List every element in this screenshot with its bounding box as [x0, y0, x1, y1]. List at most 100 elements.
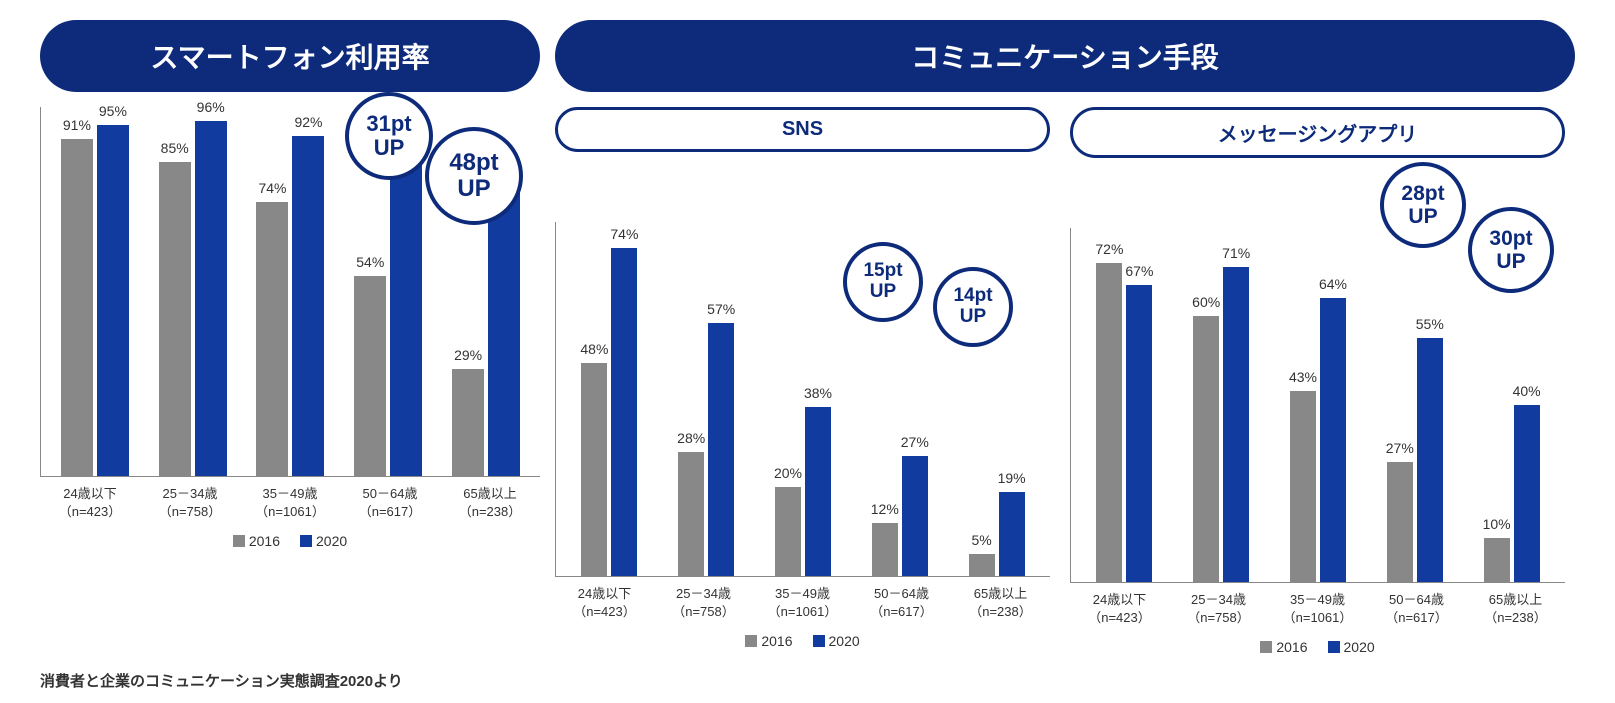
x-axis-label: 24歳以下（n=423） — [1070, 591, 1169, 627]
badge-messaging-0: 28ptUP — [1380, 162, 1466, 248]
bar-2016: 12% — [872, 523, 898, 576]
bar-value-label: 57% — [707, 301, 735, 317]
bar-value-label: 91% — [63, 117, 91, 133]
bar-value-label: 48% — [580, 341, 608, 357]
x-axis-label: 35－49歳（n=1061） — [240, 485, 340, 521]
chart-smartphone: 31ptUP 48ptUP 91% 95% 85% 96% 74% 92% — [40, 107, 540, 549]
x-axis-label: 65歳以上（n=238） — [1466, 591, 1565, 627]
bar-group: 85% 96% — [144, 121, 242, 476]
x-axis-label: 50－64歳（n=617） — [852, 585, 951, 621]
bar-group: 60% 71% — [1173, 267, 1270, 582]
bar-group: 20% 38% — [755, 407, 852, 576]
bar-2016: 28% — [678, 452, 704, 576]
x-axis-label: 24歳以下（n=423） — [40, 485, 140, 521]
bar-value-label: 74% — [258, 180, 286, 196]
bar-value-label: 60% — [1192, 294, 1220, 310]
bar-value-label: 27% — [1386, 440, 1414, 456]
bar-2016: 91% — [61, 139, 93, 476]
bar-2020: 27% — [902, 456, 928, 576]
badge-messaging-1: 30ptUP — [1468, 207, 1554, 293]
bar-2020: 92% — [292, 136, 324, 476]
legend: 2016 2020 — [40, 533, 540, 549]
chart-messaging: メッセージングアプリ 28ptUP 30ptUP 72% 67% 60% 71%… — [1070, 107, 1565, 655]
legend-2016: 2016 — [745, 633, 792, 649]
bar-value-label: 5% — [971, 532, 991, 548]
bar-2020: 74% — [611, 248, 637, 576]
bar-group: 74% 92% — [242, 136, 340, 476]
bar-value-label: 43% — [1289, 369, 1317, 385]
bar-2016: 20% — [775, 487, 801, 576]
bar-value-label: 72% — [1095, 241, 1123, 257]
bar-value-label: 67% — [1125, 263, 1153, 279]
footnote: 消費者と企業のコミュニケーション実態調査2020より — [40, 670, 403, 691]
bar-value-label: 27% — [901, 434, 929, 450]
bar-2020: 57% — [708, 323, 734, 576]
x-axis-label: 35－49歳（n=1061） — [1268, 591, 1367, 627]
bar-value-label: 71% — [1222, 245, 1250, 261]
bar-value-label: 85% — [161, 140, 189, 156]
bar-2020: 19% — [999, 492, 1025, 576]
bar-group: 43% 64% — [1270, 298, 1367, 582]
bar-2020: 71% — [1223, 267, 1249, 582]
bar-2016: 54% — [354, 276, 386, 476]
header-left: スマートフォン利用率 — [40, 20, 540, 92]
badge-smartphone-1: 48ptUP — [425, 127, 523, 225]
bar-2016: 43% — [1290, 391, 1316, 582]
x-axis-label: 25－34歳（n=758） — [140, 485, 240, 521]
bar-2020: 38% — [805, 407, 831, 576]
bar-value-label: 29% — [454, 347, 482, 363]
legend: 2016 2020 — [555, 633, 1050, 649]
bar-value-label: 19% — [998, 470, 1026, 486]
bar-group: 28% 57% — [658, 323, 755, 576]
x-axis-label: 25－34歳（n=758） — [1169, 591, 1268, 627]
legend-2020: 2020 — [300, 533, 347, 549]
bar-2020: 77% — [488, 191, 520, 476]
bar-2016: 29% — [452, 369, 484, 476]
bar-2020: 67% — [1126, 285, 1152, 582]
bar-value-label: 28% — [677, 430, 705, 446]
legend-2020: 2020 — [813, 633, 860, 649]
badge-sns-1: 14ptUP — [933, 267, 1013, 347]
x-axis-label: 24歳以下（n=423） — [555, 585, 654, 621]
bar-value-label: 12% — [871, 501, 899, 517]
legend-2016: 2016 — [1260, 639, 1307, 655]
legend: 2016 2020 — [1070, 639, 1565, 655]
bar-2020: 55% — [1417, 338, 1443, 582]
subheader-messaging: メッセージングアプリ — [1070, 107, 1565, 158]
bar-group: 91% 95% — [46, 125, 144, 477]
badge-sns-0: 15ptUP — [843, 242, 923, 322]
bar-2020: 40% — [1514, 405, 1540, 583]
bar-value-label: 10% — [1483, 516, 1511, 532]
bar-2016: 60% — [1193, 316, 1219, 582]
x-axis-label: 65歳以上（n=238） — [440, 485, 540, 521]
x-axis-label: 25－34歳（n=758） — [654, 585, 753, 621]
bar-2016: 48% — [581, 363, 607, 576]
bar-2016: 72% — [1096, 263, 1122, 583]
bar-value-label: 55% — [1416, 316, 1444, 332]
bar-group: 72% 67% — [1076, 263, 1173, 583]
bar-2016: 85% — [159, 162, 191, 477]
bar-2016: 10% — [1484, 538, 1510, 582]
subheader-sns: SNS — [555, 107, 1050, 152]
bar-group: 29% 77% — [437, 191, 535, 476]
bar-value-label: 96% — [197, 99, 225, 115]
bar-2020: 64% — [1320, 298, 1346, 582]
bar-value-label: 64% — [1319, 276, 1347, 292]
bar-value-label: 92% — [294, 114, 322, 130]
x-axis-label: 35－49歳（n=1061） — [753, 585, 852, 621]
badge-smartphone-0: 31ptUP — [345, 92, 433, 180]
chart-sns: SNS 15ptUP 14ptUP 48% 74% 28% 57% 20% 38… — [555, 107, 1050, 655]
bar-value-label: 20% — [774, 465, 802, 481]
bar-value-label: 40% — [1513, 383, 1541, 399]
bar-value-label: 95% — [99, 103, 127, 119]
bar-2020: 95% — [97, 125, 129, 477]
x-axis-label: 50－64歳（n=617） — [1367, 591, 1466, 627]
x-axis-label: 50－64歳（n=617） — [340, 485, 440, 521]
bar-group: 10% 40% — [1463, 405, 1560, 583]
bar-value-label: 74% — [610, 226, 638, 242]
bar-2016: 74% — [256, 202, 288, 476]
bar-value-label: 54% — [356, 254, 384, 270]
bar-value-label: 38% — [804, 385, 832, 401]
bar-group: 54% 85% — [339, 162, 437, 477]
bar-group: 27% 55% — [1366, 338, 1463, 582]
